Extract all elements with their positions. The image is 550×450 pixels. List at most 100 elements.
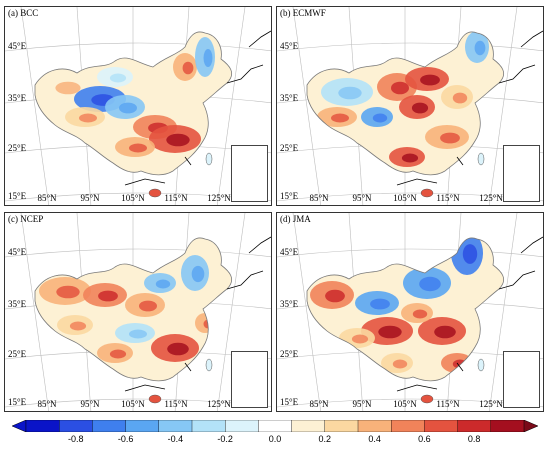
latitude-label: 15°E: [8, 191, 27, 201]
longitude-label: 95°N: [352, 399, 372, 409]
colorbar-tick-label: -0.6: [117, 434, 134, 444]
colorbar-tick-label: -0.2: [217, 434, 233, 444]
latitude-label: 45°E: [8, 247, 27, 257]
latitude-label: 25°E: [280, 349, 299, 359]
anomaly-core: [203, 49, 213, 67]
coastline: [124, 30, 271, 186]
colorbar-tick-label: 0.4: [368, 434, 381, 444]
anomaly-core: [331, 113, 349, 123]
taiwan-island: [477, 358, 485, 372]
anomaly-core: [378, 325, 402, 339]
field-shading: [35, 31, 232, 175]
colorbar-segment: [291, 420, 326, 432]
longitude-label: 95°N: [80, 193, 100, 203]
china-outline: [306, 237, 505, 382]
longitude-label: 115°N: [436, 399, 460, 409]
latitude-label: 35°E: [8, 93, 27, 103]
taiwan-island: [205, 358, 213, 372]
anomaly-core: [69, 321, 87, 331]
anomaly-core: [109, 73, 127, 83]
longitude-label: 125°N: [479, 193, 503, 203]
latitude-label: 35°E: [280, 299, 299, 309]
panel-label: (c) NCEP: [8, 214, 44, 224]
colorbar-segment: [490, 420, 525, 432]
longitude-label: 125°N: [207, 399, 231, 409]
panel-b: (b) ECMWF 45°E 35°E 25°E 15°E 85°N 95°N 105°N 1…: [276, 6, 544, 206]
longitude-label: 105°N: [393, 399, 417, 409]
longitude-label: 125°N: [479, 399, 503, 409]
colorbar-segment: [158, 420, 193, 432]
latitude-label: 15°E: [8, 397, 27, 407]
anomaly-core: [55, 81, 81, 95]
longitude-gridline: [292, 7, 322, 205]
anomaly-core: [420, 74, 440, 86]
latitude-label: 45°E: [8, 41, 27, 51]
anomaly-core: [338, 86, 362, 100]
longitude-label: 115°N: [164, 399, 188, 409]
longitude-label: 105°N: [393, 193, 417, 203]
longitude-label: 95°N: [80, 399, 100, 409]
longitude-label: 105°N: [121, 193, 145, 203]
anomaly-core: [372, 113, 388, 123]
china-outline: [306, 31, 505, 176]
map-bcc: [5, 7, 271, 205]
longitude-gridline: [216, 213, 246, 411]
taiwan-island: [205, 152, 213, 166]
anomaly-core: [191, 265, 205, 283]
anomaly-core: [370, 298, 390, 310]
longitude-label: 125°N: [207, 193, 231, 203]
anomaly-core: [392, 359, 408, 369]
anomaly-core: [401, 153, 419, 163]
anomaly-core: [419, 276, 441, 292]
colorbar-max-extension: [523, 420, 538, 432]
taiwan-island: [477, 152, 485, 166]
colorbar-tick-label: -0.8: [68, 434, 84, 444]
latitude-label: 15°E: [280, 191, 299, 201]
latitude-gridline: [5, 42, 271, 52]
colorbar-segment: [224, 420, 260, 432]
anomaly-core: [452, 92, 468, 104]
south-china-sea-inset: [231, 145, 268, 202]
field-shading: [35, 238, 232, 381]
hainan-island: [420, 188, 434, 198]
longitude-gridline: [488, 213, 518, 411]
anomaly-core: [474, 40, 486, 56]
south-china-sea-inset: [503, 351, 540, 408]
colorbar-segment: [324, 420, 359, 432]
anomaly-core: [155, 279, 171, 289]
longitude-label: 85°N: [309, 193, 329, 203]
china-outline: [34, 237, 233, 382]
anomaly-core: [98, 290, 118, 302]
colorbar-segment: [357, 420, 392, 432]
panel-d: (d) JMA 45°E 35°E 25°E 15°E 85°N 95°N 105°N 115…: [276, 212, 544, 412]
south-china-sea-inset: [231, 351, 268, 408]
map-ncep: [5, 213, 271, 411]
latitude-label: 45°E: [280, 41, 299, 51]
longitude-gridline: [292, 213, 322, 411]
longitude-label: 115°N: [436, 193, 460, 203]
anomaly-core: [411, 102, 429, 114]
colorbar-segment: [457, 420, 492, 432]
hainan-island: [148, 188, 162, 198]
colorbar-segment: [125, 420, 160, 432]
anomaly-core: [391, 81, 409, 95]
latitude-label: 25°E: [8, 349, 27, 359]
longitude-gridline: [20, 213, 50, 411]
colorbar: [12, 420, 538, 432]
hainan-island: [420, 394, 434, 404]
longitude-label: 115°N: [164, 193, 188, 203]
latitude-label: 25°E: [8, 143, 27, 153]
latitude-gridline: [277, 248, 543, 258]
anomaly-core: [79, 113, 97, 123]
colorbar-tick-label: 0.2: [318, 434, 332, 444]
coastline: [124, 236, 271, 392]
longitude-label: 85°N: [37, 399, 57, 409]
anomaly-core: [182, 61, 194, 75]
longitude-gridline: [216, 7, 246, 205]
latitude-label: 15°E: [280, 397, 299, 407]
anomaly-core: [56, 285, 80, 299]
anomaly-core: [167, 342, 189, 356]
colorbar-tick-label: -0.4: [167, 434, 184, 444]
hainan-island: [148, 394, 162, 404]
colorbar-tick-label: 0.6: [418, 434, 431, 444]
